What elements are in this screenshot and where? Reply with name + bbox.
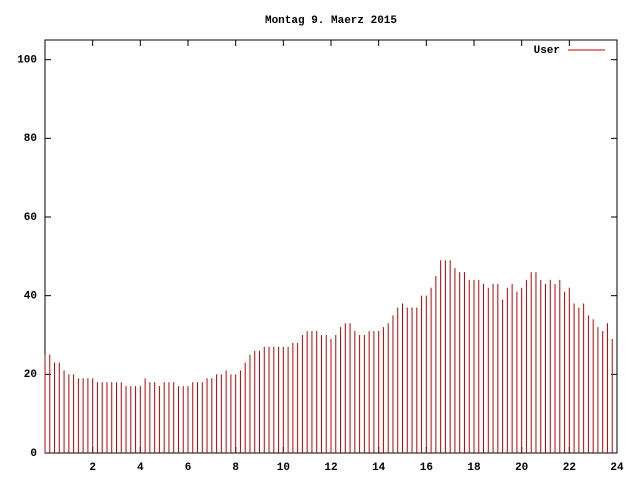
legend-label: User: [534, 45, 560, 57]
y-tick-label: 60: [24, 212, 37, 224]
y-tick-label: 0: [30, 448, 37, 460]
x-tick-label: 10: [277, 462, 290, 474]
x-tick-label: 8: [232, 462, 239, 474]
x-tick-label: 22: [563, 462, 576, 474]
x-tick-label: 14: [372, 462, 386, 474]
y-tick-label: 40: [24, 291, 37, 303]
x-tick-label: 4: [137, 462, 144, 474]
chart-title: Montag 9. Maerz 2015: [265, 15, 397, 27]
x-tick-label: 16: [420, 462, 433, 474]
x-tick-label: 12: [324, 462, 337, 474]
x-tick-label: 6: [185, 462, 192, 474]
y-tick-label: 20: [24, 369, 37, 381]
y-tick-label: 100: [17, 55, 37, 67]
y-tick-label: 80: [24, 133, 37, 145]
x-tick-label: 18: [467, 462, 481, 474]
x-tick-label: 2: [89, 462, 96, 474]
x-tick-label: 20: [515, 462, 528, 474]
x-tick-label: 24: [610, 462, 624, 474]
